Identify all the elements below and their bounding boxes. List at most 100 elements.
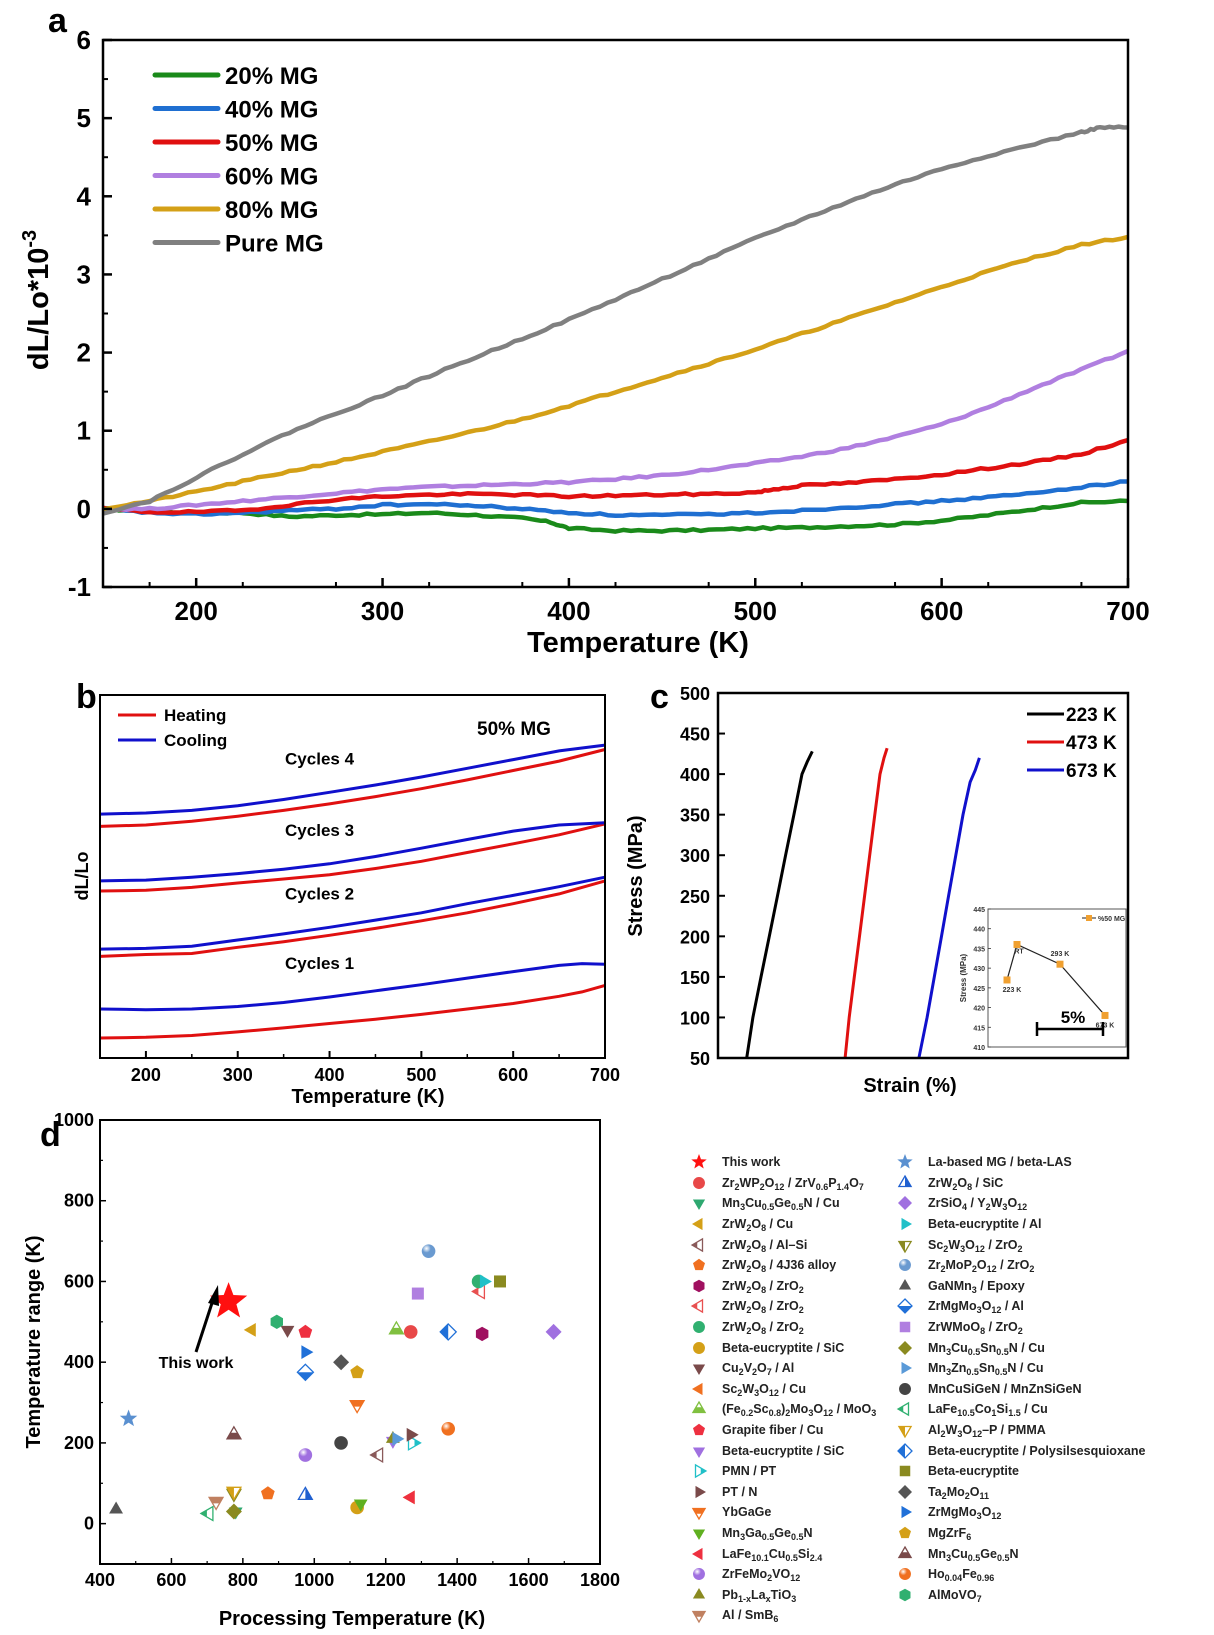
legend-label: Beta-eucryptite / Al bbox=[928, 1217, 1042, 1232]
panel-label-c: c bbox=[650, 678, 669, 716]
x-tick-label: 1000 bbox=[294, 1570, 334, 1590]
x-tick-label: 1800 bbox=[580, 1570, 620, 1590]
y-tick-label: 200 bbox=[680, 927, 710, 947]
x-tick-label: 1200 bbox=[366, 1570, 406, 1590]
inset-legend-label: %50 MG bbox=[1098, 916, 1126, 923]
cycle-label: Cycles 4 bbox=[285, 749, 355, 768]
scatter-point bbox=[296, 1363, 315, 1382]
legend-marker bbox=[899, 1526, 911, 1539]
inset-point-label: 673 K bbox=[1096, 1022, 1115, 1029]
legend-item: Mn3Zn0.5Sn0.5N / Cu bbox=[894, 1358, 1145, 1379]
legend-label: Ta2Mo2O11 bbox=[928, 1484, 990, 1501]
diamond-marker bbox=[545, 1323, 562, 1340]
legend-marker bbox=[691, 1401, 707, 1414]
scatter-point bbox=[270, 1314, 283, 1329]
triangle-half-fill bbox=[200, 1510, 207, 1517]
square-marker bbox=[899, 1321, 911, 1333]
scatter-point bbox=[298, 1324, 313, 1338]
panel-b-series-lines: Cycles 1 Cycles 2 Cycles 3 Cycles 4 bbox=[99, 743, 606, 1040]
legend-label: Pb1-xLaxTiO3 bbox=[722, 1587, 797, 1604]
diamond-half-fill bbox=[898, 1443, 905, 1458]
legend-label: 40% MG bbox=[225, 97, 318, 124]
heating-line-cycle-1 bbox=[99, 983, 606, 1040]
triangle-marker bbox=[692, 1364, 706, 1376]
triangle-marker bbox=[692, 1529, 706, 1540]
legend-item: PT / N bbox=[688, 1482, 876, 1503]
triangle-half-fill bbox=[350, 1400, 365, 1407]
panel-c-stress-strain: 50 100 150 200 250 300 350 400 450 500 223 K 473 K… bbox=[625, 684, 1130, 1097]
legend-marker bbox=[897, 1174, 913, 1188]
scatter-point bbox=[545, 1323, 562, 1340]
scatter-point bbox=[261, 1486, 275, 1500]
legend-marker-icon bbox=[693, 1258, 705, 1271]
legend-label: Beta-eucryptite / SiC bbox=[722, 1443, 845, 1458]
hexagon-marker bbox=[475, 1326, 489, 1342]
y-tick-label: 4 bbox=[77, 181, 92, 211]
panel-a-xlabel: Temperature (K) bbox=[527, 627, 749, 659]
hexagon-marker bbox=[270, 1314, 283, 1329]
legend-label: 673 K bbox=[1066, 761, 1117, 782]
panel-c-axes: 50 100 150 200 250 300 350 400 450 500 bbox=[680, 684, 725, 1069]
heating-line-cycle-2 bbox=[99, 879, 606, 958]
scatter-point bbox=[475, 1326, 489, 1342]
series-line-50-mg bbox=[102, 437, 1129, 515]
cooling-line-cycle-4 bbox=[99, 743, 606, 816]
panel-b-ylabel: dL/Lo bbox=[72, 852, 92, 901]
y-tick-label: 300 bbox=[680, 846, 710, 866]
x-tick-label: 700 bbox=[590, 1065, 620, 1085]
square-marker bbox=[494, 1275, 506, 1288]
cooling-line-cycle-1 bbox=[99, 962, 606, 1012]
legend-item: Sc2W3O12 / ZrO2 bbox=[894, 1234, 1145, 1255]
legend-item: La-based MG / beta-LAS bbox=[894, 1152, 1145, 1173]
legend-label: (Fe0.2Sc0.8)2Mo3O12 / MoO3 bbox=[722, 1402, 877, 1419]
panel-b-legend: Heating Cooling bbox=[118, 706, 227, 750]
legend-marker-icon bbox=[897, 1298, 913, 1315]
cycle-label: Cycles 1 bbox=[285, 954, 354, 973]
diamond-half-fill bbox=[898, 1306, 912, 1314]
star-marker bbox=[691, 1154, 707, 1169]
triangle-marker bbox=[692, 1382, 703, 1395]
legend-label: Pure MG bbox=[225, 231, 324, 258]
legend-label: Ho0.04Fe0.96 bbox=[928, 1567, 995, 1584]
series-line-60-mg bbox=[102, 348, 1129, 513]
triangle-marker bbox=[479, 1274, 492, 1289]
cooling-line-cycle-2 bbox=[99, 875, 606, 951]
y-tick-label: -1 bbox=[68, 572, 91, 602]
legend-marker-icon bbox=[897, 1425, 913, 1439]
legend-label: ZrW2O8 / ZrO2 bbox=[722, 1278, 804, 1295]
legend-marker bbox=[899, 1568, 911, 1581]
legend-marker bbox=[691, 1508, 707, 1521]
legend-label: LaFe10.5Co1Si1.5 / Cu bbox=[928, 1402, 1048, 1419]
legend-label: ZrW2O8 / Al–Si bbox=[722, 1237, 808, 1254]
sphere-marker bbox=[899, 1259, 911, 1272]
legend-label: Sc2W3O12 / ZrO2 bbox=[928, 1237, 1023, 1254]
series-line-40-mg bbox=[102, 479, 1128, 518]
scatter-point bbox=[301, 1345, 314, 1359]
pentagon-marker bbox=[693, 1423, 705, 1436]
panel-d-annotation: This work bbox=[159, 1355, 234, 1372]
inset-marker bbox=[1056, 960, 1064, 968]
x-tick-label: 600 bbox=[920, 596, 963, 626]
triangle-half-fill bbox=[692, 1508, 706, 1515]
triangle-marker bbox=[901, 1217, 912, 1231]
legend-marker bbox=[897, 1154, 913, 1169]
legend-marker bbox=[899, 1259, 911, 1272]
square-marker bbox=[899, 1465, 911, 1477]
legend-marker bbox=[692, 1587, 706, 1599]
legend-item: Cu2V2O7 / Al bbox=[688, 1358, 876, 1379]
triangle-marker bbox=[301, 1345, 314, 1359]
legend-label: ZrWMoO8 / ZrO2 bbox=[928, 1320, 1023, 1337]
cooling-line-cycle-3 bbox=[99, 821, 606, 883]
diamond-marker bbox=[225, 1503, 242, 1520]
legend-marker-icon bbox=[693, 1321, 705, 1333]
legend-marker-icon bbox=[690, 1299, 704, 1314]
legend-marker-icon bbox=[692, 1199, 706, 1211]
inset-marker bbox=[1003, 976, 1011, 984]
scatter-point bbox=[439, 1322, 458, 1341]
scatter-point bbox=[225, 1486, 243, 1501]
scatter-point bbox=[109, 1501, 123, 1514]
scatter-point bbox=[479, 1274, 492, 1289]
legend-marker bbox=[898, 1196, 912, 1211]
legend-marker-icon bbox=[901, 1362, 912, 1375]
